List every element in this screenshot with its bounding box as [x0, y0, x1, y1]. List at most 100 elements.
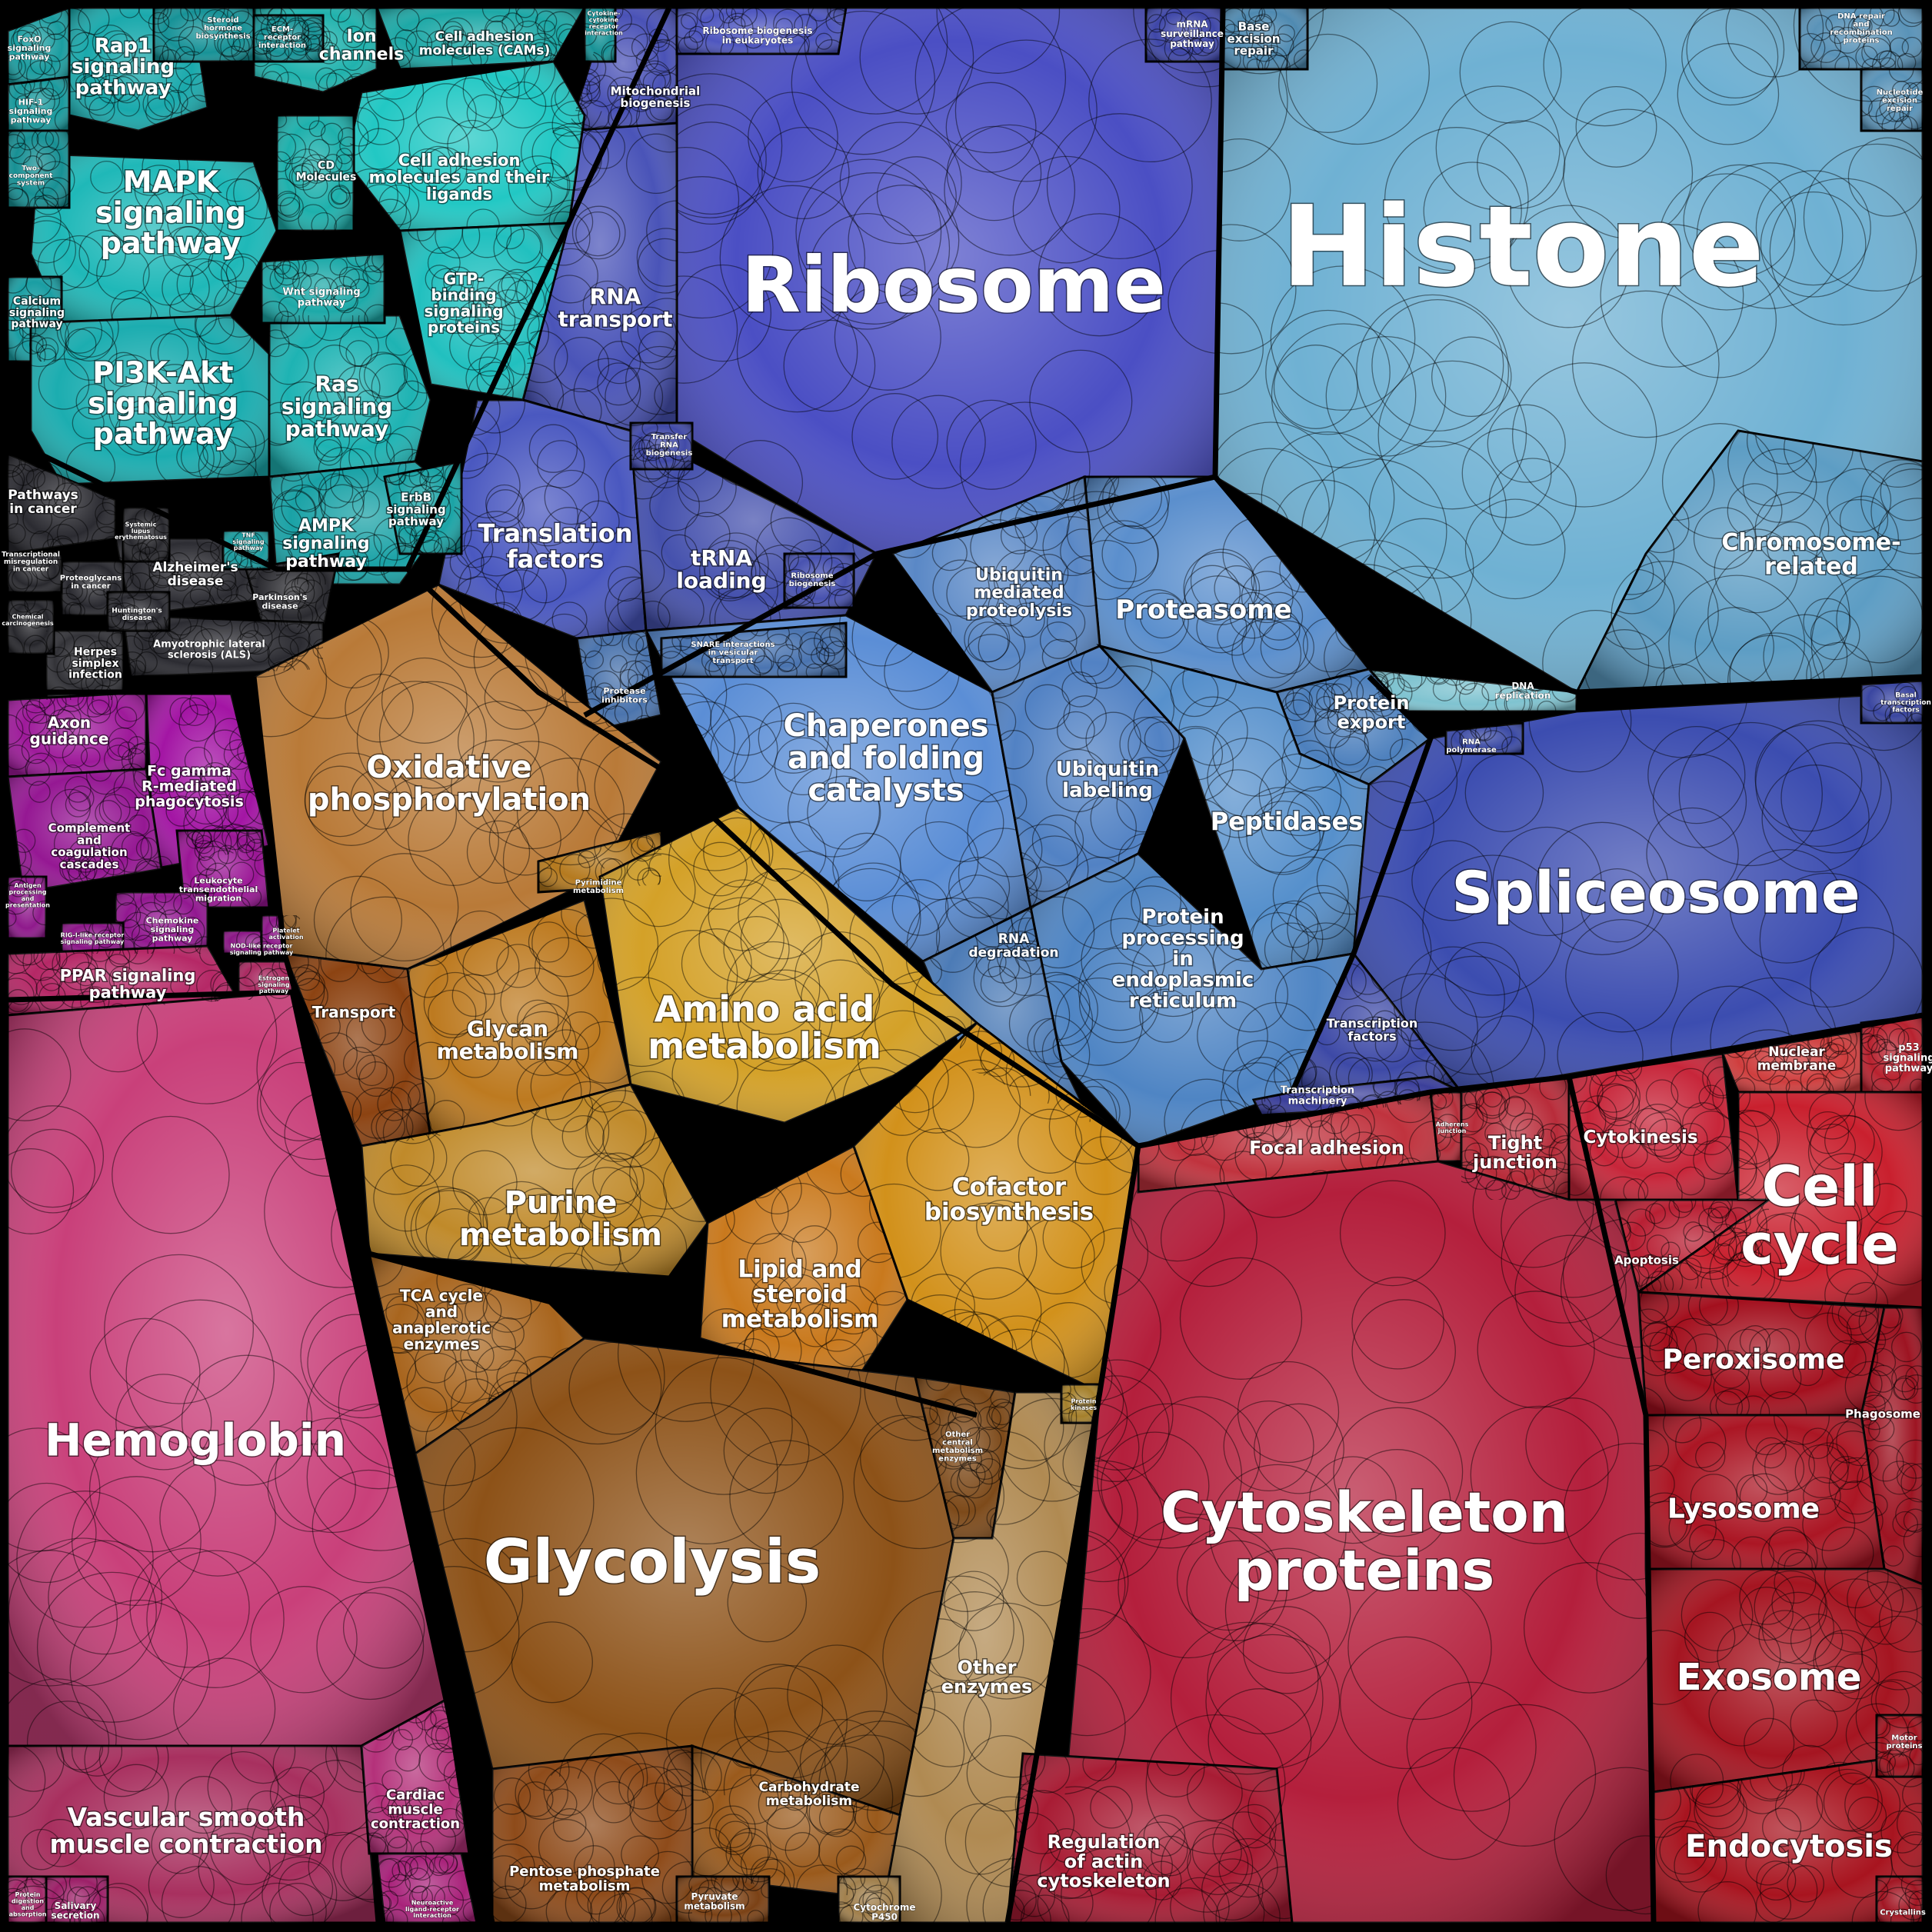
- subcell: [1316, 844, 1369, 915]
- subcell: [1710, 1350, 1750, 1389]
- subcell: [839, 122, 962, 245]
- subcell: [196, 360, 232, 396]
- subcell: [1661, 1241, 1681, 1261]
- subcell: [396, 8, 420, 32]
- subcell: [1237, 787, 1324, 874]
- subcell: [1645, 1079, 1679, 1112]
- subcell: [277, 178, 297, 207]
- subcell: [217, 32, 241, 57]
- subcell: [398, 527, 416, 545]
- subcell: [316, 1592, 425, 1700]
- subcell: [22, 155, 43, 175]
- subcell: [726, 941, 821, 1035]
- subcell: [301, 154, 331, 184]
- subcell: [1459, 21, 1562, 124]
- subcell: [1183, 551, 1257, 626]
- subcell: [428, 989, 477, 1038]
- label-line: Cell: [1761, 1154, 1877, 1218]
- subcell: [30, 554, 61, 581]
- subcell: [298, 579, 324, 604]
- subcell: [15, 95, 32, 112]
- subcell: [1668, 1317, 1718, 1368]
- subcell: [1877, 1757, 1894, 1777]
- subcell: [28, 714, 57, 742]
- subcell: [272, 1746, 338, 1799]
- subcell: [780, 1781, 810, 1811]
- subcell: [629, 1782, 687, 1840]
- region-shading-pi3k-akt: [31, 315, 269, 485]
- subcell: [1867, 1569, 1923, 1613]
- subcell: [493, 1777, 531, 1815]
- subcell: [207, 1750, 279, 1823]
- subcell: [1861, 95, 1873, 117]
- subcell: [115, 893, 137, 923]
- subcell: [644, 447, 685, 488]
- label-line: Glycan: [467, 1016, 548, 1041]
- label-ubiquitin-labeling: Ubiquitin labeling: [1056, 758, 1160, 802]
- label-hemoglobin: Hemoglobin: [45, 1414, 346, 1466]
- subcell: [585, 1101, 647, 1162]
- subcell: [121, 592, 152, 615]
- subcell: [1371, 1010, 1399, 1038]
- subcell: [85, 769, 125, 795]
- subcell: [22, 700, 46, 724]
- subcell: [535, 937, 595, 997]
- subcell: [35, 337, 59, 361]
- subcell: [631, 435, 645, 461]
- label-line: Transcription: [1281, 1085, 1354, 1097]
- subcell: [1883, 1060, 1904, 1081]
- subcell: [391, 1860, 413, 1881]
- subcell: [1735, 1239, 1760, 1264]
- subcell: [195, 936, 208, 954]
- subcell: [578, 100, 610, 131]
- label-line: in cancer: [13, 566, 49, 574]
- subcell: [517, 999, 559, 1042]
- subcell: [115, 935, 136, 954]
- subcell: [355, 254, 385, 273]
- subcell: [1828, 1457, 1884, 1515]
- subcell: [198, 317, 255, 374]
- subcell: [65, 791, 92, 818]
- label-line: Regulation: [1048, 1831, 1161, 1853]
- subcell: [1256, 45, 1288, 69]
- subcell: [1178, 696, 1248, 766]
- subcell: [175, 45, 195, 62]
- subcell: [222, 823, 248, 851]
- label-fc-gamma: Fc gamma R-mediated phagocytosis: [135, 763, 244, 811]
- label-line: membrane: [1757, 1058, 1837, 1074]
- label-line: P450: [871, 1912, 898, 1923]
- subcell: [1745, 1841, 1790, 1886]
- subcell: [266, 16, 288, 38]
- label-line: and: [77, 833, 102, 847]
- subcell: [1827, 1050, 1856, 1079]
- subcell: [795, 158, 942, 305]
- subcell: [568, 1341, 662, 1435]
- subcell: [8, 1148, 75, 1234]
- subcell: [194, 840, 215, 861]
- subcell: [1873, 702, 1892, 721]
- subcell: [148, 550, 177, 579]
- subcell: [1739, 1473, 1789, 1522]
- region-shading-hif1: [8, 77, 69, 131]
- subcell: [1097, 1403, 1243, 1549]
- subcell: [1124, 589, 1189, 654]
- label-peroxisome: Peroxisome: [1663, 1344, 1845, 1376]
- label-chemical-carcinogenesis: Chemical carcinogenesis: [2, 614, 54, 627]
- subcell: [42, 33, 69, 62]
- subcell: [1755, 170, 1871, 286]
- subcell: [107, 738, 130, 761]
- subcell: [677, 14, 697, 39]
- subcell: [80, 747, 101, 768]
- subcell: [1877, 1737, 1891, 1758]
- subcell: [642, 444, 675, 469]
- subcell: [1495, 687, 1526, 711]
- subcell: [1877, 498, 1923, 578]
- subcell: [843, 1877, 866, 1890]
- subcell: [88, 923, 115, 945]
- label-line: in vesicular: [708, 649, 758, 658]
- subcell: [1695, 1441, 1726, 1472]
- subcell: [294, 964, 321, 991]
- subcell: [251, 936, 268, 954]
- subcell: [703, 532, 769, 598]
- subcell: [22, 332, 44, 355]
